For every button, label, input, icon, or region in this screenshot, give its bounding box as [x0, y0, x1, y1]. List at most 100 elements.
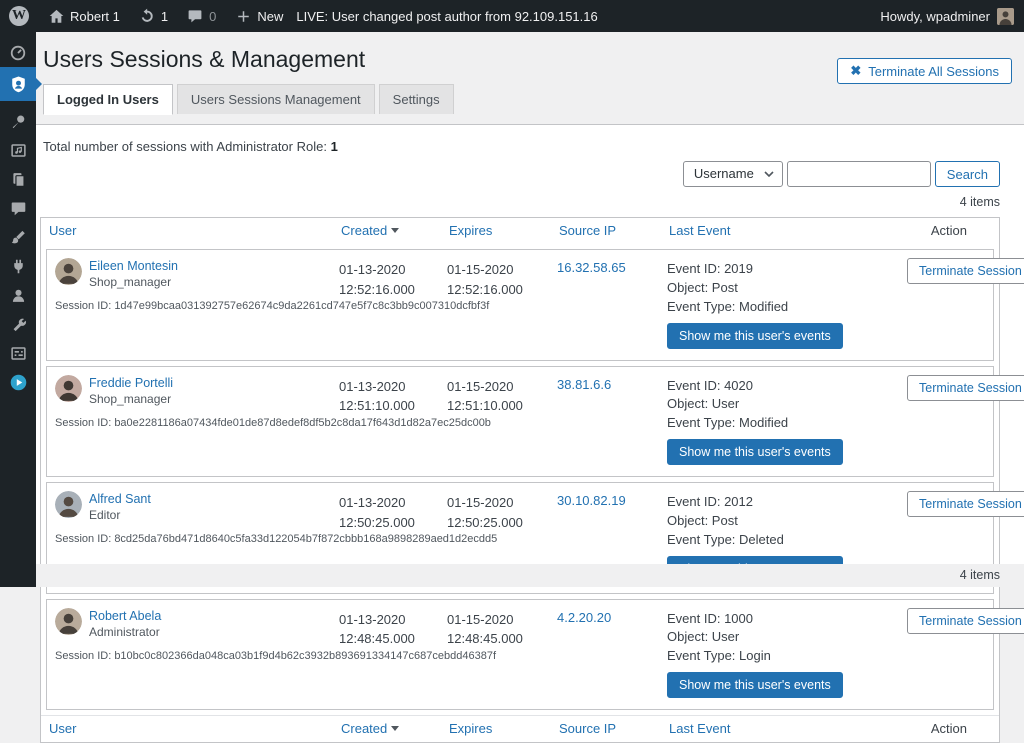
tab-bar: Logged In Users Users Sessions Managemen… [43, 83, 1024, 115]
terminate-session-button[interactable]: Terminate Session [907, 607, 1024, 634]
comments-menu[interactable]: 0 [177, 0, 225, 32]
source-ip-link[interactable]: 38.81.6.6 [557, 376, 612, 392]
show-user-events-button[interactable]: Show me this user's events [667, 672, 843, 699]
table-rows: Eileen Montesin Shop_manager Session ID:… [41, 244, 1024, 715]
last-event-cell: Event ID: 2019 Object: Post Event Type: … [667, 258, 907, 349]
page-title: Users Sessions & Management [43, 46, 366, 72]
session-id: Session ID: ba0e2281186a07434fde01de87d8… [55, 416, 491, 429]
sidebar-item-pages[interactable] [0, 165, 36, 194]
expires-cell: 01-15-2020 12:52:16.000 [447, 262, 523, 297]
user-role: Editor [89, 508, 121, 523]
sidebar-item-settings[interactable] [0, 339, 36, 368]
admin-side-menu [0, 32, 42, 587]
terminate-session-button[interactable]: Terminate Session [907, 258, 1024, 284]
live-notification[interactable]: LIVE: User changed post author from 92.1… [292, 0, 606, 32]
last-event-cell: Event ID: 1000 Object: User Event Type: … [667, 608, 907, 699]
sidebar-item-posts[interactable] [0, 107, 36, 136]
session-id: Session ID: 1d47e99bcaa031392757e62674c9… [55, 300, 490, 312]
wordpress-logo-icon: W [9, 6, 29, 26]
updates-icon [138, 7, 156, 25]
show-user-events-button[interactable]: Show me this user's events [667, 439, 843, 466]
user-role: Administrator [89, 624, 160, 639]
source-ip-link[interactable]: 30.10.82.19 [557, 493, 626, 509]
session-row: Eileen Montesin Shop_manager Session ID:… [46, 249, 1024, 361]
x-icon: ✖ [850, 63, 862, 78]
sort-user-link[interactable]: User [49, 721, 77, 737]
user-name-link[interactable]: Robert Abela [89, 608, 162, 623]
created-cell: 01-13-2020 12:51:10.000 [339, 378, 415, 414]
user-avatar [55, 258, 82, 285]
sidebar-item-users[interactable] [0, 281, 36, 310]
created-cell: 01-13-2020 12:50:25.000 [339, 495, 415, 530]
sort-last-event-link[interactable]: Last Event [669, 721, 731, 737]
show-user-events-button[interactable]: Show me this user's events [667, 322, 843, 349]
sidebar-item-dashboard[interactable] [0, 38, 36, 67]
updates-menu[interactable]: 1 [129, 0, 177, 32]
sort-created-link[interactable]: Created [341, 223, 388, 238]
items-count-bottom: 4 items [36, 564, 1024, 587]
terminate-session-button[interactable]: Terminate Session [907, 491, 1024, 518]
wordpress-logo-menu[interactable]: W [0, 0, 38, 32]
plus-icon [234, 7, 252, 25]
session-id: Session ID: 8cd25da76bd471d8640c5fa33d12… [55, 533, 498, 546]
sort-source-ip-link[interactable]: Source IP [559, 223, 617, 238]
tab-users-sessions-management[interactable]: Users Sessions Management [176, 83, 375, 114]
session-row: Freddie Portelli Shop_manager Session ID… [46, 365, 1024, 478]
sidebar-item-appearance[interactable] [0, 223, 36, 252]
user-avatar [55, 607, 82, 635]
user-name-link[interactable]: Alfred Sant [89, 492, 151, 507]
sessions-summary-count: 1 [330, 139, 338, 154]
session-id: Session ID: b10bc0c802366da048ca03b1f9d4… [55, 649, 497, 662]
admin-avatar[interactable] [997, 7, 1014, 25]
search-input[interactable] [786, 161, 931, 187]
sort-user-link[interactable]: User [49, 223, 77, 238]
table-header: User Created Expires Source IP Last Even… [41, 218, 999, 244]
tab-settings[interactable]: Settings [378, 83, 454, 114]
search-filter-select[interactable]: Username [682, 161, 783, 187]
sessions-summary: Total number of sessions with Administra… [43, 139, 338, 154]
user-avatar [55, 374, 82, 402]
site-name-menu[interactable]: Robert 1 [38, 0, 129, 32]
search-controls: Username Search [36, 161, 1024, 187]
user-avatar [55, 491, 82, 519]
sidebar-item-tools[interactable] [0, 310, 36, 339]
new-content-menu[interactable]: New [225, 0, 292, 32]
action-header: Action [930, 223, 967, 238]
tab-panel: Total number of sessions with Administra… [36, 124, 1024, 743]
session-row: Robert Abela Administrator Session ID: b… [46, 598, 1024, 711]
expires-cell: 01-15-2020 12:50:25.000 [447, 495, 523, 530]
table-footer: User Created Expires Source IP Last Even… [41, 715, 999, 742]
sort-expires-link[interactable]: Expires [449, 223, 493, 238]
items-count-top: 4 items [959, 195, 1000, 209]
sessions-table: User Created Expires Source IP Last Even… [40, 217, 1024, 743]
comments-icon [186, 7, 204, 25]
site-name-label: Robert 1 [70, 8, 120, 24]
sidebar-item-activity-log[interactable] [0, 67, 42, 101]
sidebar-item-comments[interactable] [0, 194, 36, 223]
user-name-link[interactable]: Freddie Portelli [89, 375, 174, 390]
sort-last-event-link[interactable]: Last Event [669, 223, 731, 238]
source-ip-link[interactable]: 4.2.20.20 [557, 609, 612, 625]
created-cell: 01-13-2020 12:48:45.000 [339, 611, 415, 647]
shield-icon [11, 76, 25, 92]
last-event-cell: Event ID: 4020 Object: User Event Type: … [667, 375, 907, 466]
sidebar-item-video[interactable] [0, 368, 36, 397]
tab-logged-in-users[interactable]: Logged In Users [43, 83, 173, 115]
comments-count: 0 [209, 8, 217, 24]
sort-created-link[interactable]: Created [341, 721, 388, 737]
sort-expires-link[interactable]: Expires [449, 721, 493, 737]
user-name-link[interactable]: Eileen Montesin [89, 259, 178, 273]
terminate-session-button[interactable]: Terminate Session [907, 374, 1024, 401]
sort-desc-icon [391, 726, 400, 732]
search-button[interactable]: Search [934, 161, 1000, 187]
home-icon [47, 7, 65, 25]
howdy-label[interactable]: Howdy, wpadminer [880, 8, 990, 24]
terminate-all-sessions-button[interactable]: ✖ Terminate All Sessions [837, 58, 1012, 84]
sidebar-item-plugins[interactable] [0, 252, 36, 281]
expires-cell: 01-15-2020 12:48:45.000 [447, 611, 523, 647]
updates-count: 1 [160, 8, 169, 24]
source-ip-link[interactable]: 16.32.58.65 [557, 260, 626, 275]
sidebar-item-media[interactable] [0, 136, 36, 165]
sort-source-ip-link[interactable]: Source IP [559, 721, 617, 737]
user-role: Shop_manager [89, 391, 172, 406]
